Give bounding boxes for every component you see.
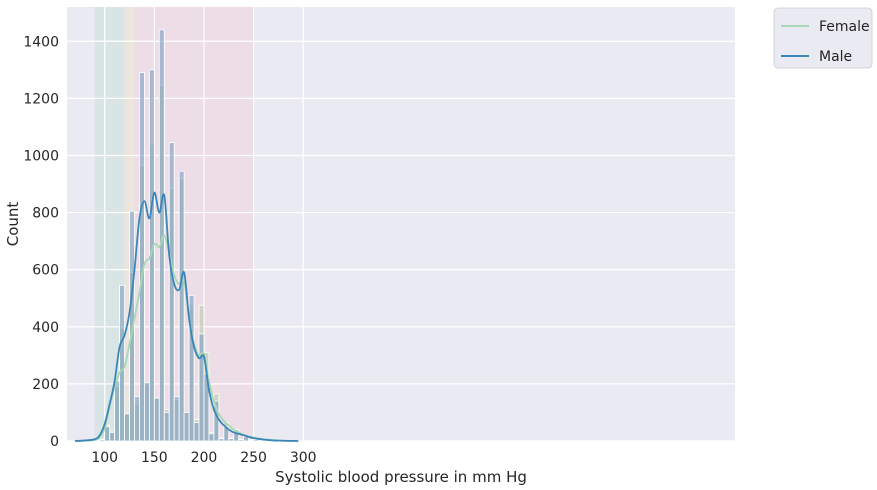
bar-male bbox=[248, 439, 255, 442]
male-histogram-bars bbox=[99, 29, 259, 442]
bar-male bbox=[134, 396, 140, 442]
bar-male bbox=[168, 142, 175, 442]
x-tick-label: 150 bbox=[141, 450, 168, 466]
bar-male bbox=[253, 439, 259, 442]
bar-male bbox=[124, 413, 130, 442]
legend: Female Male bbox=[773, 7, 873, 69]
x-tick-label: 250 bbox=[240, 450, 267, 466]
kde-lines bbox=[74, 191, 299, 442]
bar-male bbox=[198, 333, 205, 442]
bar-male bbox=[129, 210, 135, 442]
y-tick-label: 1200 bbox=[23, 91, 59, 107]
y-tick-label: 600 bbox=[32, 263, 59, 279]
bar-male bbox=[233, 429, 240, 442]
bar-male bbox=[148, 69, 155, 442]
y-tick-label: 1400 bbox=[23, 34, 59, 50]
bar-male bbox=[99, 439, 106, 442]
bar-male bbox=[144, 382, 150, 442]
bar-male bbox=[238, 439, 245, 442]
y-tick-label: 0 bbox=[50, 434, 59, 450]
plot-background bbox=[67, 7, 735, 441]
bar-male bbox=[188, 294, 195, 442]
bar-male bbox=[153, 397, 160, 442]
kde-line-female bbox=[74, 234, 299, 442]
kde-line-male bbox=[74, 191, 299, 442]
legend-female-label: Female bbox=[819, 19, 870, 35]
bar-male bbox=[163, 412, 170, 442]
bar-male bbox=[114, 380, 121, 442]
x-axis-label: Systolic blood pressure in mm Hg bbox=[275, 468, 527, 486]
bar-male bbox=[193, 422, 200, 442]
x-tick-label: 300 bbox=[290, 450, 317, 466]
legend-box bbox=[773, 7, 873, 69]
y-axis-ticks: 0 200 400 600 800 1000 1200 1400 bbox=[23, 34, 59, 450]
bar-male bbox=[208, 433, 215, 442]
bar-male bbox=[178, 170, 185, 442]
bar-male bbox=[228, 438, 235, 442]
legend-male-label: Male bbox=[819, 49, 852, 65]
y-tick-label: 1000 bbox=[23, 148, 59, 164]
y-tick-label: 400 bbox=[32, 320, 59, 336]
bar-male bbox=[139, 72, 145, 442]
x-tick-label: 200 bbox=[191, 450, 218, 466]
bar-male bbox=[218, 438, 225, 442]
bar-male bbox=[109, 432, 116, 442]
x-axis-ticks: 100 150 200 250 300 bbox=[91, 450, 316, 466]
y-tick-label: 200 bbox=[32, 377, 59, 393]
y-tick-label: 800 bbox=[32, 206, 59, 222]
x-tick-label: 100 bbox=[91, 450, 118, 466]
bar-male bbox=[183, 412, 190, 442]
y-axis-label: Count bbox=[4, 202, 22, 247]
bar-male bbox=[119, 284, 125, 442]
bar-male bbox=[104, 426, 111, 442]
bar-male bbox=[173, 396, 180, 442]
